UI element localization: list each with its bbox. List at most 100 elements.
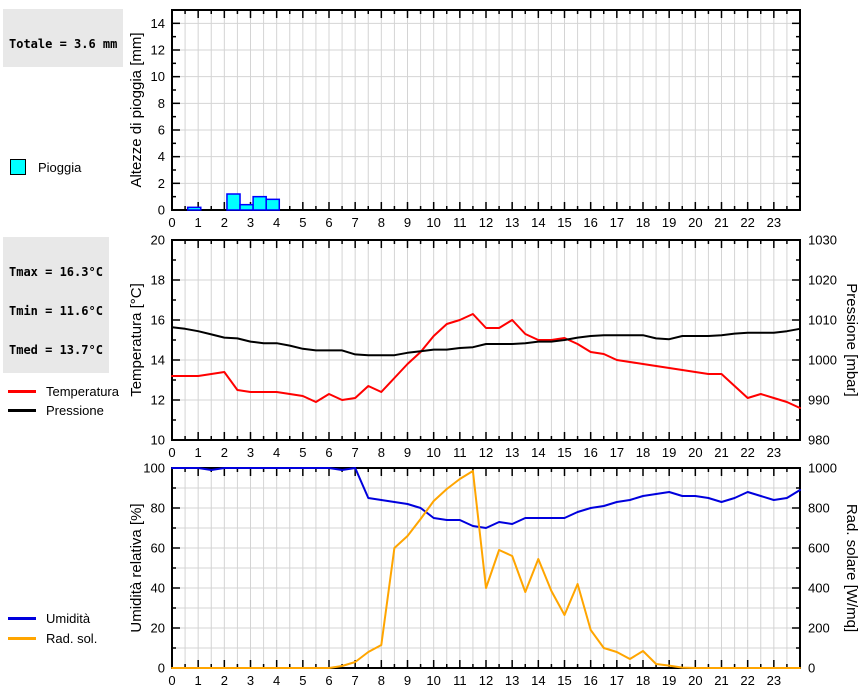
tmax-label: Tmax = 16.3°C: [9, 265, 103, 279]
legend-umidita-label: Umidità: [46, 610, 91, 626]
x-tick-label: 16: [583, 215, 597, 230]
y-tick-label: 40: [151, 581, 165, 596]
x-tick-label: 11: [453, 445, 467, 460]
y2-tick-label: 1020: [808, 273, 837, 288]
pioggia-swatch-icon: [10, 159, 26, 175]
x-tick-label: 21: [714, 215, 728, 230]
x-tick-label: 12: [479, 673, 493, 688]
y-tick-label: 12: [151, 43, 165, 58]
y-tick-label: 0: [158, 661, 165, 676]
x-tick-label: 5: [299, 673, 306, 688]
panel-rain: 0 1 2 3 4 5 6 7 8 9 10 11 12 13 14 15 16 17 18 19 20 21 22 2302…: [128, 9, 801, 230]
panel-humidity-radiation: 0 1 2 3 4 5 6 7 8 9 10 11 12 13 14 15 16 17 18 19 20 21 22 2302…: [128, 461, 860, 689]
x-tick-label: 13: [505, 215, 519, 230]
y2-tick-label: 1000: [808, 353, 837, 368]
y-tick-label: 14: [151, 353, 165, 368]
x-tick-label: 18: [636, 445, 650, 460]
x-tick-label: 2: [221, 215, 228, 230]
x-tick-label: 3: [247, 445, 254, 460]
y-tick-label: 60: [151, 541, 165, 556]
x-tick-label: 19: [662, 445, 676, 460]
x-tick-label: 18: [636, 215, 650, 230]
y2-tick-label: 0: [808, 661, 815, 676]
y2-tick-label: 1030: [808, 233, 837, 248]
legend-pioggia: Pioggia: [10, 159, 81, 175]
x-tick-label: 17: [610, 673, 624, 688]
x-tick-label: 4: [273, 445, 280, 460]
y2-tick-label: 600: [808, 541, 830, 556]
y-tick-label: 2: [158, 176, 165, 191]
x-tick-label: 9: [404, 673, 411, 688]
x-tick-label: 5: [299, 445, 306, 460]
y-tick-label: 18: [151, 273, 165, 288]
y-axis-title: Temperatura [°C]: [128, 283, 145, 397]
y-tick-label: 8: [158, 96, 165, 111]
y-tick-label: 20: [151, 233, 165, 248]
x-tick-label: 5: [299, 215, 306, 230]
temp-stats-box: Tmax = 16.3°C Tmin = 11.6°C Tmed = 13.7°…: [3, 237, 109, 373]
x-tick-label: 15: [557, 215, 571, 230]
series-line-umidit-: [171, 467, 801, 529]
x-tick-label: 14: [531, 445, 545, 460]
x-tick-label: 8: [378, 673, 385, 688]
rain-bar: [252, 195, 267, 211]
legend-umidita: Umidità: [8, 610, 90, 626]
legend-pressione: Pressione: [8, 402, 104, 418]
y2-tick-label: 1010: [808, 313, 837, 328]
x-tick-label: 23: [767, 673, 781, 688]
x-tick-label: 0: [168, 673, 175, 688]
x-tick-label: 17: [610, 215, 624, 230]
x-tick-label: 22: [740, 445, 754, 460]
x-tick-label: 16: [583, 673, 597, 688]
panel-temperature-pressure: 0 1 2 3 4 5 6 7 8 9 10 11 12 13 14 15 16 17 18 19 20 21 22 2310…: [128, 233, 860, 461]
x-tick-label: 4: [273, 673, 280, 688]
x-tick-label: 20: [688, 215, 702, 230]
umidita-line-swatch-icon: [8, 616, 36, 620]
x-tick-label: 0: [168, 215, 175, 230]
rain-bar: [239, 203, 254, 211]
legend-pressione-label: Pressione: [46, 402, 104, 418]
x-tick-label: 7: [352, 673, 359, 688]
y-tick-label: 12: [151, 393, 165, 408]
y-tick-label: 4: [158, 149, 165, 164]
y2-axis-title: Rad. solare [W/mq]: [843, 504, 860, 632]
x-tick-label: 6: [325, 215, 332, 230]
x-tick-label: 23: [767, 445, 781, 460]
y2-tick-label: 980: [808, 433, 830, 448]
x-tick-label: 16: [583, 445, 597, 460]
temperatura-line-swatch-icon: [8, 389, 36, 393]
x-tick-label: 10: [426, 673, 440, 688]
y-tick-label: 80: [151, 501, 165, 516]
y-tick-label: 100: [143, 461, 165, 476]
series-line-pressione: [171, 326, 801, 357]
y-tick-label: 6: [158, 123, 165, 138]
tmed-label: Tmed = 13.7°C: [9, 343, 103, 357]
x-tick-label: 6: [325, 445, 332, 460]
x-tick-label: 13: [505, 673, 519, 688]
pressione-line-swatch-icon: [8, 408, 36, 412]
x-tick-label: 22: [740, 673, 754, 688]
x-tick-label: 21: [714, 673, 728, 688]
rain-bar: [186, 206, 202, 211]
x-tick-label: 11: [453, 215, 467, 230]
x-tick-label: 14: [531, 215, 545, 230]
x-tick-label: 15: [557, 673, 571, 688]
y-axis-title: Altezze di pioggia [mm]: [128, 32, 145, 187]
x-tick-label: 13: [505, 445, 519, 460]
rain-total-label: Totale = 3.6 mm: [9, 37, 118, 51]
rad-sol-line-swatch-icon: [8, 636, 36, 640]
y-tick-label: 0: [158, 203, 165, 218]
y-tick-label: 10: [151, 69, 165, 84]
x-tick-label: 19: [662, 215, 676, 230]
y2-tick-label: 200: [808, 621, 830, 636]
x-tick-label: 1: [195, 445, 202, 460]
rain-bar: [226, 193, 241, 211]
x-tick-label: 4: [273, 215, 280, 230]
x-tick-label: 21: [714, 445, 728, 460]
x-tick-label: 15: [557, 445, 571, 460]
rain-total-box: Totale = 3.6 mm: [3, 9, 124, 67]
x-tick-label: 1: [195, 673, 202, 688]
legend-temperatura-label: Temperatura: [46, 383, 119, 399]
